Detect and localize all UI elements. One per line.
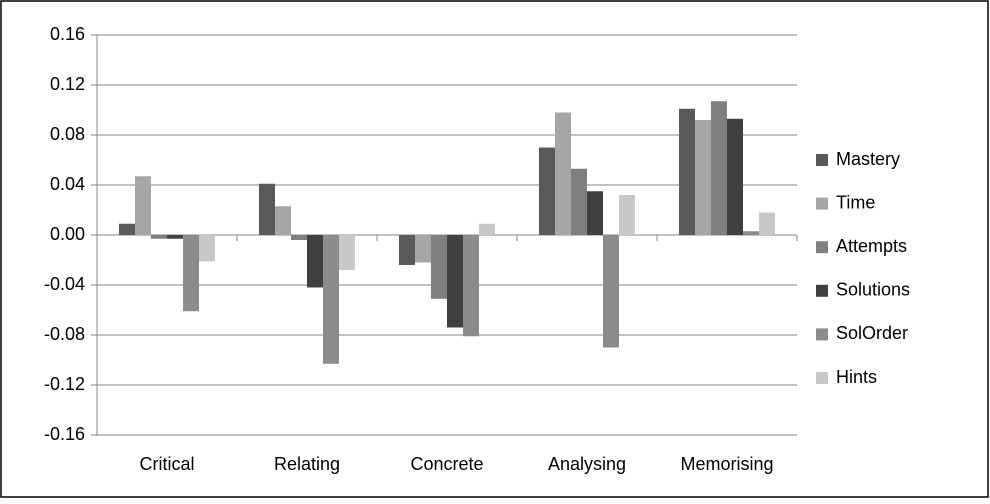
bar [539,147,555,235]
bar [743,231,759,235]
bar [199,235,215,262]
legend-swatch [816,372,828,384]
bar [679,108,695,235]
legend-label: Attempts [836,236,907,256]
bar [711,101,727,235]
bar [119,223,135,235]
y-tick-label: -0.16 [44,424,85,444]
y-tick-label: -0.12 [44,374,85,394]
legend-label: SolOrder [836,323,908,343]
bar [431,235,447,299]
y-tick-label: 0.00 [50,224,85,244]
x-tick-label: Relating [274,454,340,474]
y-tick-label: -0.08 [44,324,85,344]
legend-swatch [816,197,828,210]
legend-swatch [816,241,828,254]
bar [555,112,571,235]
legend-label: Hints [836,367,877,387]
bar [759,212,775,235]
bar [167,235,183,239]
legend-swatch [816,284,828,297]
bar [259,183,275,235]
bar [727,118,743,235]
y-tick-label: 0.08 [50,124,85,144]
bar [323,235,339,364]
y-tick-label: 0.16 [50,24,85,44]
x-tick-label: Critical [139,454,194,474]
bar [307,235,323,288]
y-tick-label: 0.12 [50,74,85,94]
bar [463,235,479,337]
bar [447,235,463,328]
bar [603,235,619,348]
legend-label: Mastery [836,149,900,169]
bar [415,235,431,263]
bar [339,235,355,270]
legend-swatch [816,154,828,166]
y-tick-label: 0.04 [50,174,85,194]
y-tick-label: -0.04 [44,274,85,294]
bar [275,206,291,235]
bar [151,235,167,239]
bar [399,235,415,265]
legend-swatch [816,328,828,341]
bar [479,223,495,235]
x-tick-label: Concrete [410,454,483,474]
bar [695,120,711,235]
bar [291,235,307,240]
legend-label: Time [836,192,875,212]
legend-label: Solutions [836,280,910,300]
x-tick-label: Analysing [548,454,626,474]
bar [571,168,587,235]
bar [135,176,151,235]
x-tick-label: Memorising [680,454,773,474]
bar [619,195,635,235]
bar [183,235,199,312]
bar [587,191,603,235]
